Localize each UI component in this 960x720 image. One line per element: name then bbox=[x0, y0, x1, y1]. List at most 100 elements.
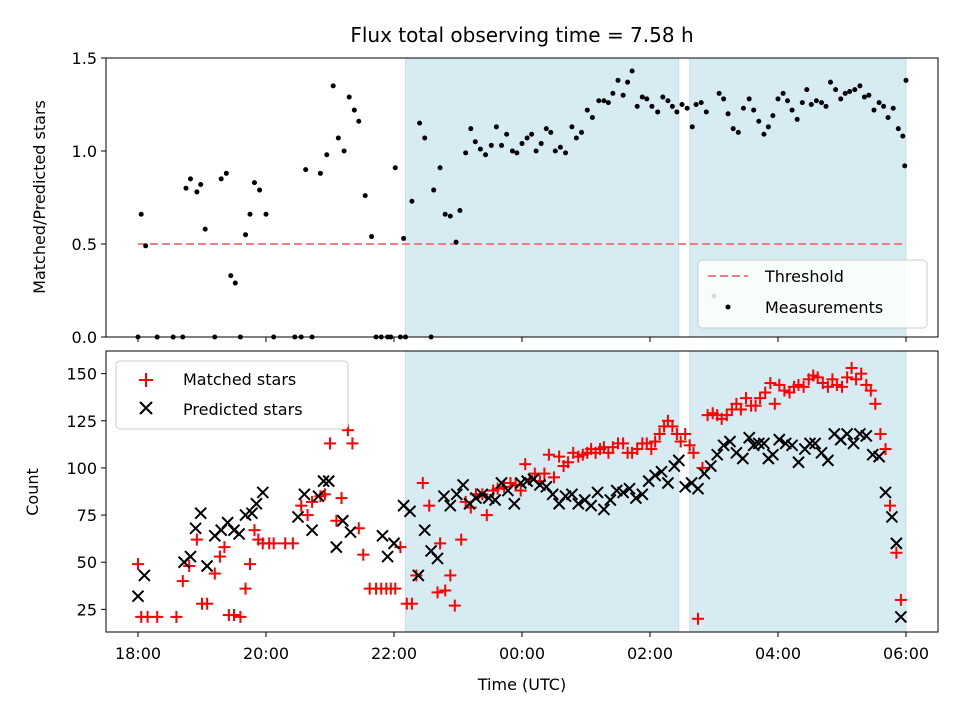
predicted-star-marker bbox=[245, 506, 259, 520]
measurement-point bbox=[655, 109, 661, 115]
matched-star-marker bbox=[444, 569, 457, 582]
predicted-star-marker bbox=[648, 469, 662, 482]
predicted-star-marker-b bbox=[710, 448, 724, 461]
predicted-star-marker-b bbox=[661, 476, 675, 490]
predicted-star-marker bbox=[717, 439, 730, 452]
predicted-star-marker bbox=[821, 454, 835, 467]
predicted-star-marker-b bbox=[840, 427, 854, 441]
measurement-point bbox=[499, 142, 505, 148]
predicted-star-marker bbox=[344, 525, 357, 539]
predicted-star-marker-b bbox=[616, 486, 630, 499]
predicted-star-marker-b bbox=[336, 514, 350, 527]
predicted-star-marker bbox=[387, 537, 401, 550]
measurement-point bbox=[579, 129, 585, 135]
predicted-star-marker-b bbox=[387, 537, 401, 550]
predicted-star-marker bbox=[792, 456, 805, 469]
predicted-star-marker-b bbox=[808, 437, 822, 450]
predicted-star-marker bbox=[636, 488, 649, 501]
matched-star-marker bbox=[864, 384, 877, 397]
matched-star-marker bbox=[734, 403, 747, 416]
matched-star-marker bbox=[720, 409, 733, 422]
x-tick-label: 20:00 bbox=[243, 644, 289, 663]
measurement-point bbox=[605, 100, 611, 106]
measurement-point bbox=[538, 141, 544, 147]
predicted-star-marker-b bbox=[540, 480, 553, 493]
predicted-star-marker bbox=[317, 474, 330, 488]
measurement-point bbox=[346, 94, 352, 100]
predicted-star-marker-b bbox=[591, 486, 604, 499]
measurement-point bbox=[625, 79, 631, 85]
predicted-star-marker bbox=[885, 510, 899, 524]
predicted-star-marker bbox=[444, 499, 457, 512]
measurement-points bbox=[135, 68, 909, 340]
measurement-point bbox=[303, 167, 309, 173]
measurement-point bbox=[324, 152, 330, 158]
y-tick-label: 1.5 bbox=[72, 49, 97, 68]
predicted-star-marker bbox=[501, 484, 515, 497]
predicted-star-marker bbox=[584, 499, 598, 512]
predicted-star-marker bbox=[456, 478, 470, 492]
measurement-point bbox=[819, 100, 825, 106]
measurement-point bbox=[477, 146, 483, 152]
matched-star-marker bbox=[208, 567, 221, 580]
predicted-star-marker bbox=[437, 490, 451, 503]
measurement-point bbox=[756, 118, 762, 124]
measurement-point bbox=[183, 185, 189, 191]
predicted-star-marker bbox=[298, 488, 311, 501]
predicted-star-marker-b bbox=[872, 450, 886, 463]
measurement-point bbox=[780, 90, 786, 96]
matched-star-marker bbox=[679, 427, 692, 440]
measurement-point bbox=[198, 181, 204, 187]
matched-star-marker bbox=[519, 458, 532, 471]
measurement-point bbox=[794, 116, 800, 122]
measurement-point bbox=[644, 96, 650, 102]
matched-star-marker bbox=[248, 524, 261, 537]
x-axis-label: Time (UTC) bbox=[477, 675, 566, 694]
predicted-star-marker-b bbox=[527, 473, 540, 486]
measurement-point bbox=[533, 148, 539, 154]
predicted-star-marker-b bbox=[792, 456, 805, 469]
measurement-point bbox=[827, 79, 833, 85]
measurement-point bbox=[770, 113, 776, 119]
predicted-star-marker bbox=[766, 448, 780, 461]
predicted-star-marker-b bbox=[685, 476, 698, 490]
matched-star-marker bbox=[306, 495, 319, 508]
predicted-star-marker-b bbox=[344, 525, 357, 539]
matched-star-marker bbox=[480, 509, 493, 522]
y-tick-label: 1.0 bbox=[72, 142, 97, 161]
measurement-point bbox=[422, 135, 428, 141]
measurement-point bbox=[488, 142, 494, 148]
matched-star-marker bbox=[683, 439, 696, 452]
predicted-star-marker-b bbox=[403, 505, 417, 518]
predicted-star-marker-b bbox=[636, 488, 649, 501]
measurement-point bbox=[257, 187, 263, 193]
matched-legend-swatch bbox=[139, 373, 153, 387]
measurement-point bbox=[543, 126, 549, 132]
predicted-star-marker-b bbox=[885, 510, 899, 524]
measurement-point bbox=[601, 98, 607, 104]
predicted-star-marker-b bbox=[828, 427, 841, 441]
predicted-star-marker bbox=[655, 465, 668, 478]
predicted-star-marker bbox=[840, 427, 854, 441]
matched-star-marker bbox=[653, 427, 666, 440]
measurement-point bbox=[746, 96, 752, 102]
predicted-star-marker-b bbox=[773, 433, 786, 446]
predicted-star-marker bbox=[661, 476, 675, 490]
predicted-star-marker-b bbox=[312, 490, 325, 503]
measurement-point bbox=[369, 234, 375, 240]
y-tick-label: 75 bbox=[77, 506, 97, 525]
predicted-star-marker bbox=[723, 435, 737, 448]
measurement-point bbox=[509, 148, 515, 154]
predicted-star-marker-b bbox=[853, 427, 867, 441]
measurements-legend-label: Measurements bbox=[765, 298, 883, 317]
predicted-star-marker-b bbox=[256, 486, 270, 499]
matched-star-marker bbox=[267, 537, 280, 550]
predicted-star-marker-b bbox=[200, 559, 214, 573]
measurement-point bbox=[610, 90, 616, 96]
predicted-star-marker-b bbox=[418, 523, 431, 537]
matched-star-marker bbox=[869, 397, 882, 410]
ratio-y-axis-label: Matched/Predicted stars bbox=[30, 100, 49, 294]
count-y-ticks: 25 50 75 100 125 150 bbox=[66, 365, 106, 619]
matched-star-marker bbox=[335, 492, 348, 505]
count-panel: 25 50 75 100 125 150 18:00 20:00 22:00 00:00 02:0… bbox=[23, 350, 939, 694]
